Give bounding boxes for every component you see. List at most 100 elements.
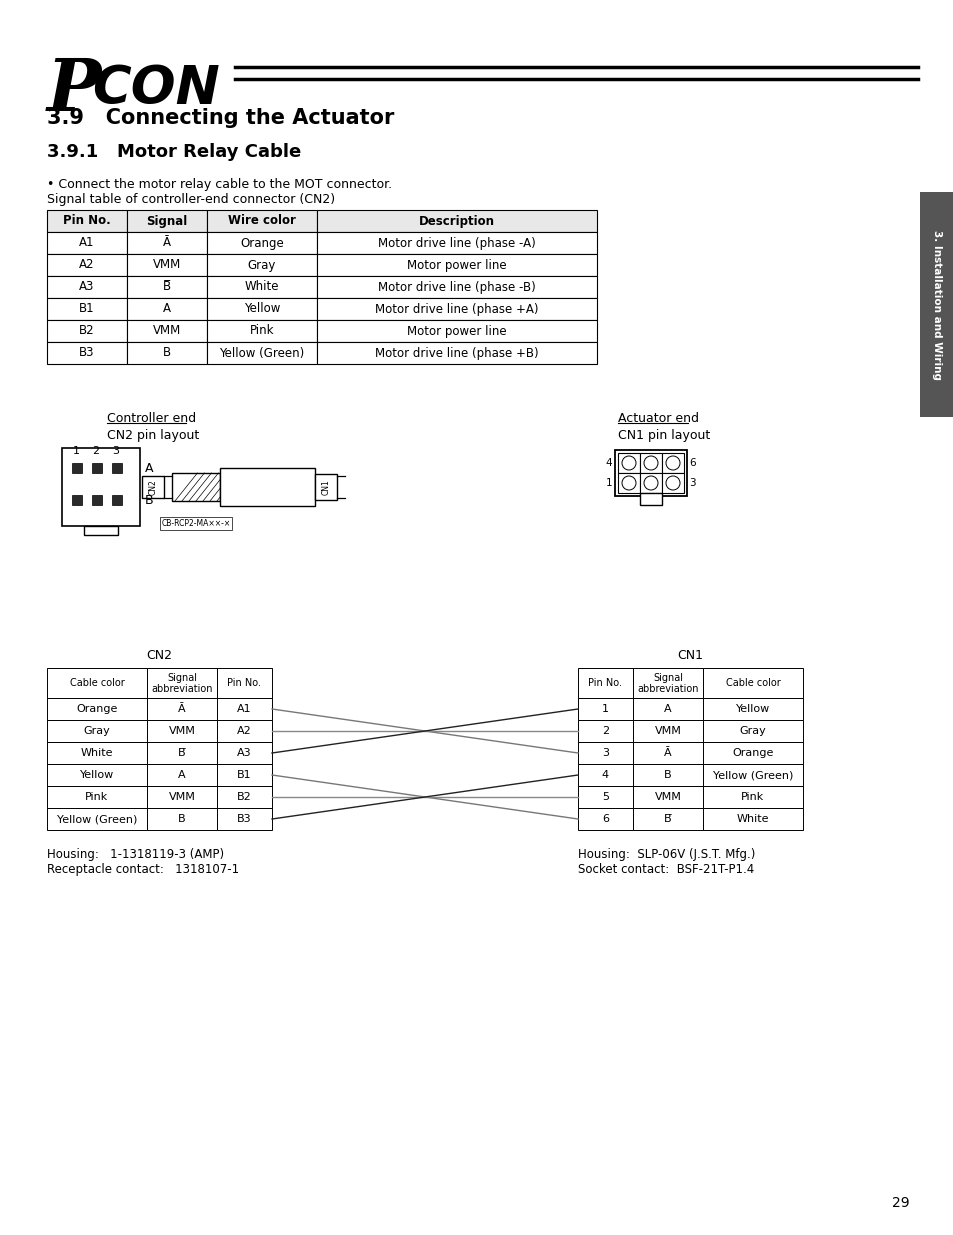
Bar (633, 742, 702, 764)
Text: CB-RCP2-MA××-×: CB-RCP2-MA××-× (161, 519, 231, 529)
Text: Ā: Ā (663, 748, 671, 758)
Text: B2: B2 (237, 792, 252, 802)
Bar (71, 463, 82, 473)
Bar (147, 742, 216, 764)
Text: 3. Installation and Wiring: 3. Installation and Wiring (931, 230, 941, 379)
Bar (147, 668, 216, 698)
Text: Orange: Orange (76, 704, 117, 714)
Text: 3: 3 (601, 748, 608, 758)
Bar (216, 742, 272, 764)
Bar (216, 808, 272, 830)
Text: Yellow: Yellow (735, 704, 769, 714)
Bar (207, 342, 316, 364)
Text: Description: Description (418, 215, 495, 227)
Text: Ā: Ā (178, 704, 186, 714)
Bar (91, 463, 102, 473)
Text: VMM: VMM (654, 726, 680, 736)
Bar (633, 808, 702, 830)
Bar (578, 808, 633, 830)
Text: Gray: Gray (739, 726, 765, 736)
Bar (578, 764, 633, 785)
Text: Wire color: Wire color (228, 215, 295, 227)
Bar (615, 450, 686, 496)
Text: Motor drive line (phase +A): Motor drive line (phase +A) (375, 303, 538, 315)
Bar (127, 275, 207, 298)
Bar (47, 254, 127, 275)
Text: A3: A3 (79, 280, 94, 294)
Text: Cable color: Cable color (70, 678, 124, 688)
Bar (314, 474, 336, 500)
Bar (71, 495, 82, 505)
Bar (47, 232, 127, 254)
Bar (216, 720, 272, 742)
Bar (147, 720, 216, 742)
Text: B: B (663, 769, 671, 781)
Bar (47, 764, 147, 785)
Bar (47, 210, 127, 232)
Text: VMM: VMM (169, 726, 195, 736)
Text: A: A (178, 769, 186, 781)
Bar (147, 808, 216, 830)
Text: Actuator end: Actuator end (618, 412, 699, 425)
Text: White: White (736, 814, 768, 824)
Bar (127, 210, 207, 232)
Text: B3: B3 (79, 347, 94, 359)
Bar (919, 191, 953, 417)
Bar (702, 808, 802, 830)
Bar (172, 473, 220, 501)
Text: CN2: CN2 (149, 479, 157, 495)
Text: Pink: Pink (85, 792, 109, 802)
Bar (147, 698, 216, 720)
Bar (316, 254, 597, 275)
Text: A3: A3 (237, 748, 252, 758)
Bar (142, 475, 164, 498)
Bar (127, 298, 207, 320)
Bar (47, 720, 147, 742)
Bar (127, 320, 207, 342)
Bar (633, 785, 702, 808)
Text: Yellow (Green): Yellow (Green) (57, 814, 137, 824)
Bar (702, 698, 802, 720)
Text: 6: 6 (688, 458, 695, 468)
Bar (47, 785, 147, 808)
Text: 4: 4 (601, 769, 608, 781)
Bar (216, 698, 272, 720)
Bar (207, 275, 316, 298)
Text: Motor power line: Motor power line (407, 325, 506, 337)
Bar (147, 764, 216, 785)
Text: 1: 1 (601, 704, 608, 714)
Text: A2: A2 (79, 258, 94, 272)
Circle shape (621, 475, 636, 490)
Text: Pink: Pink (740, 792, 763, 802)
Text: CN1: CN1 (677, 650, 702, 662)
Text: 1: 1 (605, 478, 612, 488)
Bar (112, 495, 122, 505)
Text: 2: 2 (601, 726, 608, 736)
Text: Yellow: Yellow (80, 769, 114, 781)
Bar (216, 764, 272, 785)
Text: 2: 2 (92, 446, 99, 456)
Text: Signal table of controller-end connector (CN2): Signal table of controller-end connector… (47, 193, 335, 206)
Bar (127, 254, 207, 275)
Text: Motor power line: Motor power line (407, 258, 506, 272)
Bar (316, 342, 597, 364)
Text: B1: B1 (237, 769, 252, 781)
Bar (84, 526, 118, 535)
Text: Motor drive line (phase +B): Motor drive line (phase +B) (375, 347, 538, 359)
Text: 3: 3 (112, 446, 119, 456)
Text: 3.9   Connecting the Actuator: 3.9 Connecting the Actuator (47, 107, 394, 128)
Text: A2: A2 (237, 726, 252, 736)
Text: B: B (178, 814, 186, 824)
Bar (112, 463, 122, 473)
Bar (47, 668, 147, 698)
Bar (127, 342, 207, 364)
Bar (47, 342, 127, 364)
Text: Pink: Pink (250, 325, 274, 337)
Text: Yellow: Yellow (244, 303, 280, 315)
Text: Pin No.: Pin No. (588, 678, 622, 688)
Bar (661, 453, 683, 473)
Bar (618, 473, 639, 493)
Bar (47, 808, 147, 830)
Text: Orange: Orange (732, 748, 773, 758)
Text: CN2 pin layout: CN2 pin layout (107, 429, 199, 442)
